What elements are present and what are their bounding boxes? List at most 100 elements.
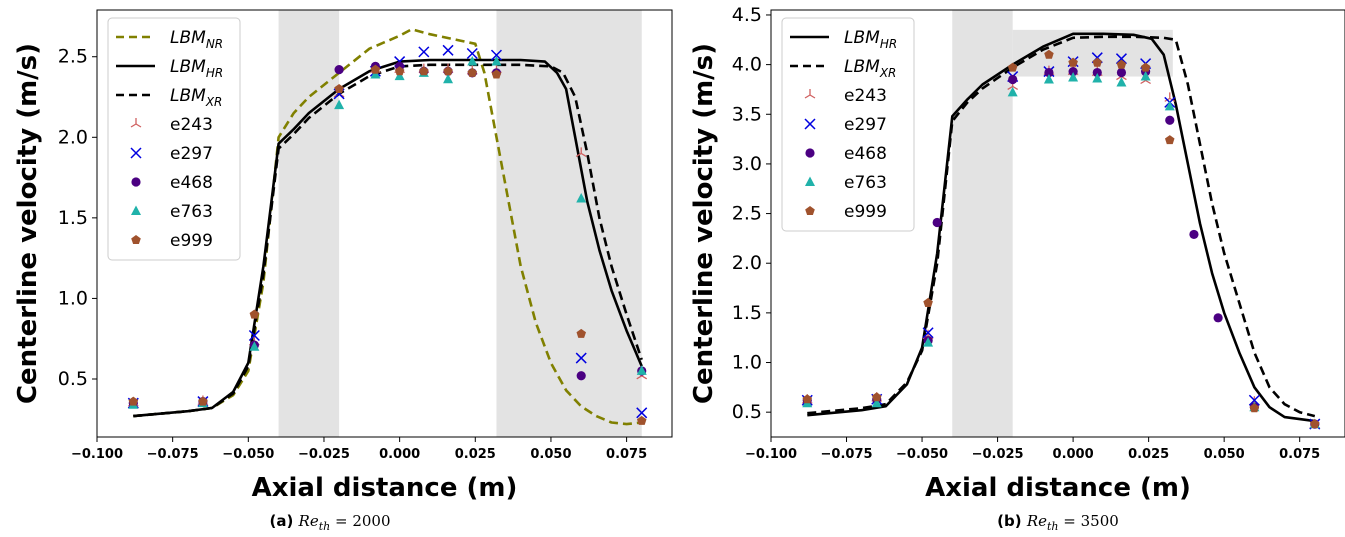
point-e763	[249, 341, 260, 351]
point-e468	[1044, 67, 1054, 78]
point-e763	[871, 397, 882, 408]
y-axis-label: Centerline velocity (m/s)	[689, 43, 719, 404]
chart-panel-1: −0.100 −0.075 −0.050 −0.025 0.000 0.025 0.050 0…	[13, 9, 673, 533]
legend-label-subscript: NR	[206, 37, 223, 51]
point-e999	[1116, 59, 1127, 69]
y-axis-label: Centerline velocity (m/s)	[13, 43, 43, 404]
point-e763	[1007, 86, 1018, 97]
point-e999	[419, 66, 429, 76]
legend-box	[781, 17, 915, 232]
legend-item-1: LBMNR	[116, 28, 223, 51]
legend-label: LBMXR	[170, 86, 222, 109]
legend-label-subscript: XR	[205, 95, 223, 109]
point-e468	[334, 65, 344, 75]
point-e297	[442, 44, 454, 56]
y-tick-label: 1.0	[732, 352, 762, 374]
point-e999	[334, 84, 344, 93]
legend-label: e763	[170, 202, 213, 222]
x-tick-label: 0.050	[1204, 447, 1245, 462]
plot-area	[127, 10, 648, 437]
legend-label-base: LBM	[170, 28, 206, 48]
series-line-LBM_NR	[133, 28, 642, 426]
legend-marker-sample	[130, 118, 142, 128]
point-e297	[418, 46, 430, 58]
point-e999	[1165, 135, 1175, 145]
point-e468	[576, 371, 586, 381]
legend-label-base: LBM	[170, 57, 206, 77]
axes-frame	[96, 9, 673, 438]
legend-label: e999	[844, 202, 887, 222]
caption-value: = 3500	[1059, 512, 1119, 530]
point-e999	[1007, 62, 1018, 72]
x-tick-label: −0.100	[71, 447, 123, 462]
legend-label: e999	[170, 231, 213, 251]
legend-item-5: e297	[130, 144, 213, 164]
x-axis-label: Axial distance (m)	[252, 473, 518, 503]
legend-marker-sample	[805, 206, 815, 215]
legend-label: LBMHR	[844, 28, 897, 51]
legend-item-4: e243	[130, 115, 213, 135]
legend-label: e243	[170, 115, 213, 135]
point-e999	[872, 392, 882, 402]
x-tick-label: 0.075	[606, 447, 647, 462]
axes-frame	[770, 9, 1345, 438]
point-e468	[1008, 74, 1018, 85]
y-tick-label: 3.0	[732, 153, 762, 175]
legend-label: LBMHR	[170, 57, 223, 80]
plot-area	[801, 10, 1321, 437]
point-e763	[467, 56, 478, 66]
legend-label-subscript: XR	[879, 66, 897, 80]
point-e999	[198, 396, 208, 406]
point-e763	[923, 337, 934, 347]
point-e999	[394, 66, 405, 76]
point-e763	[334, 99, 345, 110]
point-e999	[128, 396, 139, 406]
x-tick-label: −0.075	[821, 447, 873, 462]
legend-item-6: e468	[131, 173, 213, 193]
point-e297	[922, 327, 934, 339]
point-e763	[1140, 71, 1151, 81]
point-e763	[1092, 73, 1103, 83]
x-tick-label: −0.025	[972, 447, 1024, 462]
point-e999	[1140, 62, 1151, 72]
series-line-LBM_XR	[133, 63, 643, 418]
point-e468	[932, 217, 942, 228]
point-e999	[491, 69, 502, 79]
point-e468	[1116, 67, 1127, 78]
caption-value: = 2000	[330, 512, 390, 530]
y-tick-label: 0.5	[58, 368, 88, 390]
chart-panel-2: −0.100 −0.075 −0.050 −0.025 0.000 0.025 0.050 0…	[689, 4, 1345, 533]
y-tick-label: 3.5	[732, 103, 762, 125]
point-e763	[1164, 100, 1175, 111]
x-tick-label: 0.000	[1053, 447, 1094, 462]
point-e763	[370, 68, 381, 79]
legend-marker-sample	[805, 148, 815, 158]
legend-item-7: e763	[131, 202, 213, 222]
legend-item-1: LBMHR	[790, 28, 897, 51]
point-e999	[923, 297, 933, 307]
point-e763	[491, 56, 502, 66]
y-tick-label: 2.5	[732, 203, 762, 225]
shaded-region-2	[496, 10, 642, 437]
x-tick-label: −0.075	[147, 447, 199, 462]
y-tick-label: 2.5	[58, 46, 88, 68]
legend-label-base: LBM	[844, 57, 880, 77]
x-tick-label: 0.025	[455, 447, 496, 462]
point-e763	[443, 73, 454, 84]
point-e999	[370, 64, 381, 74]
point-e297	[1248, 394, 1260, 406]
y-tick-label: 4.0	[732, 54, 762, 76]
legend-item-5: e468	[805, 144, 887, 164]
legend-item-4: e297	[804, 115, 887, 135]
point-e297	[636, 407, 648, 419]
legend-label: e243	[844, 86, 887, 106]
legend-marker-sample	[804, 118, 816, 130]
point-e999	[1310, 419, 1320, 429]
caption-tag: (b)	[997, 512, 1027, 530]
point-e468	[1092, 67, 1102, 78]
legend-label-base: LBM	[170, 86, 206, 106]
point-e763	[1068, 72, 1079, 82]
caption-symbol: Re	[1026, 512, 1047, 530]
point-e763	[394, 70, 405, 81]
